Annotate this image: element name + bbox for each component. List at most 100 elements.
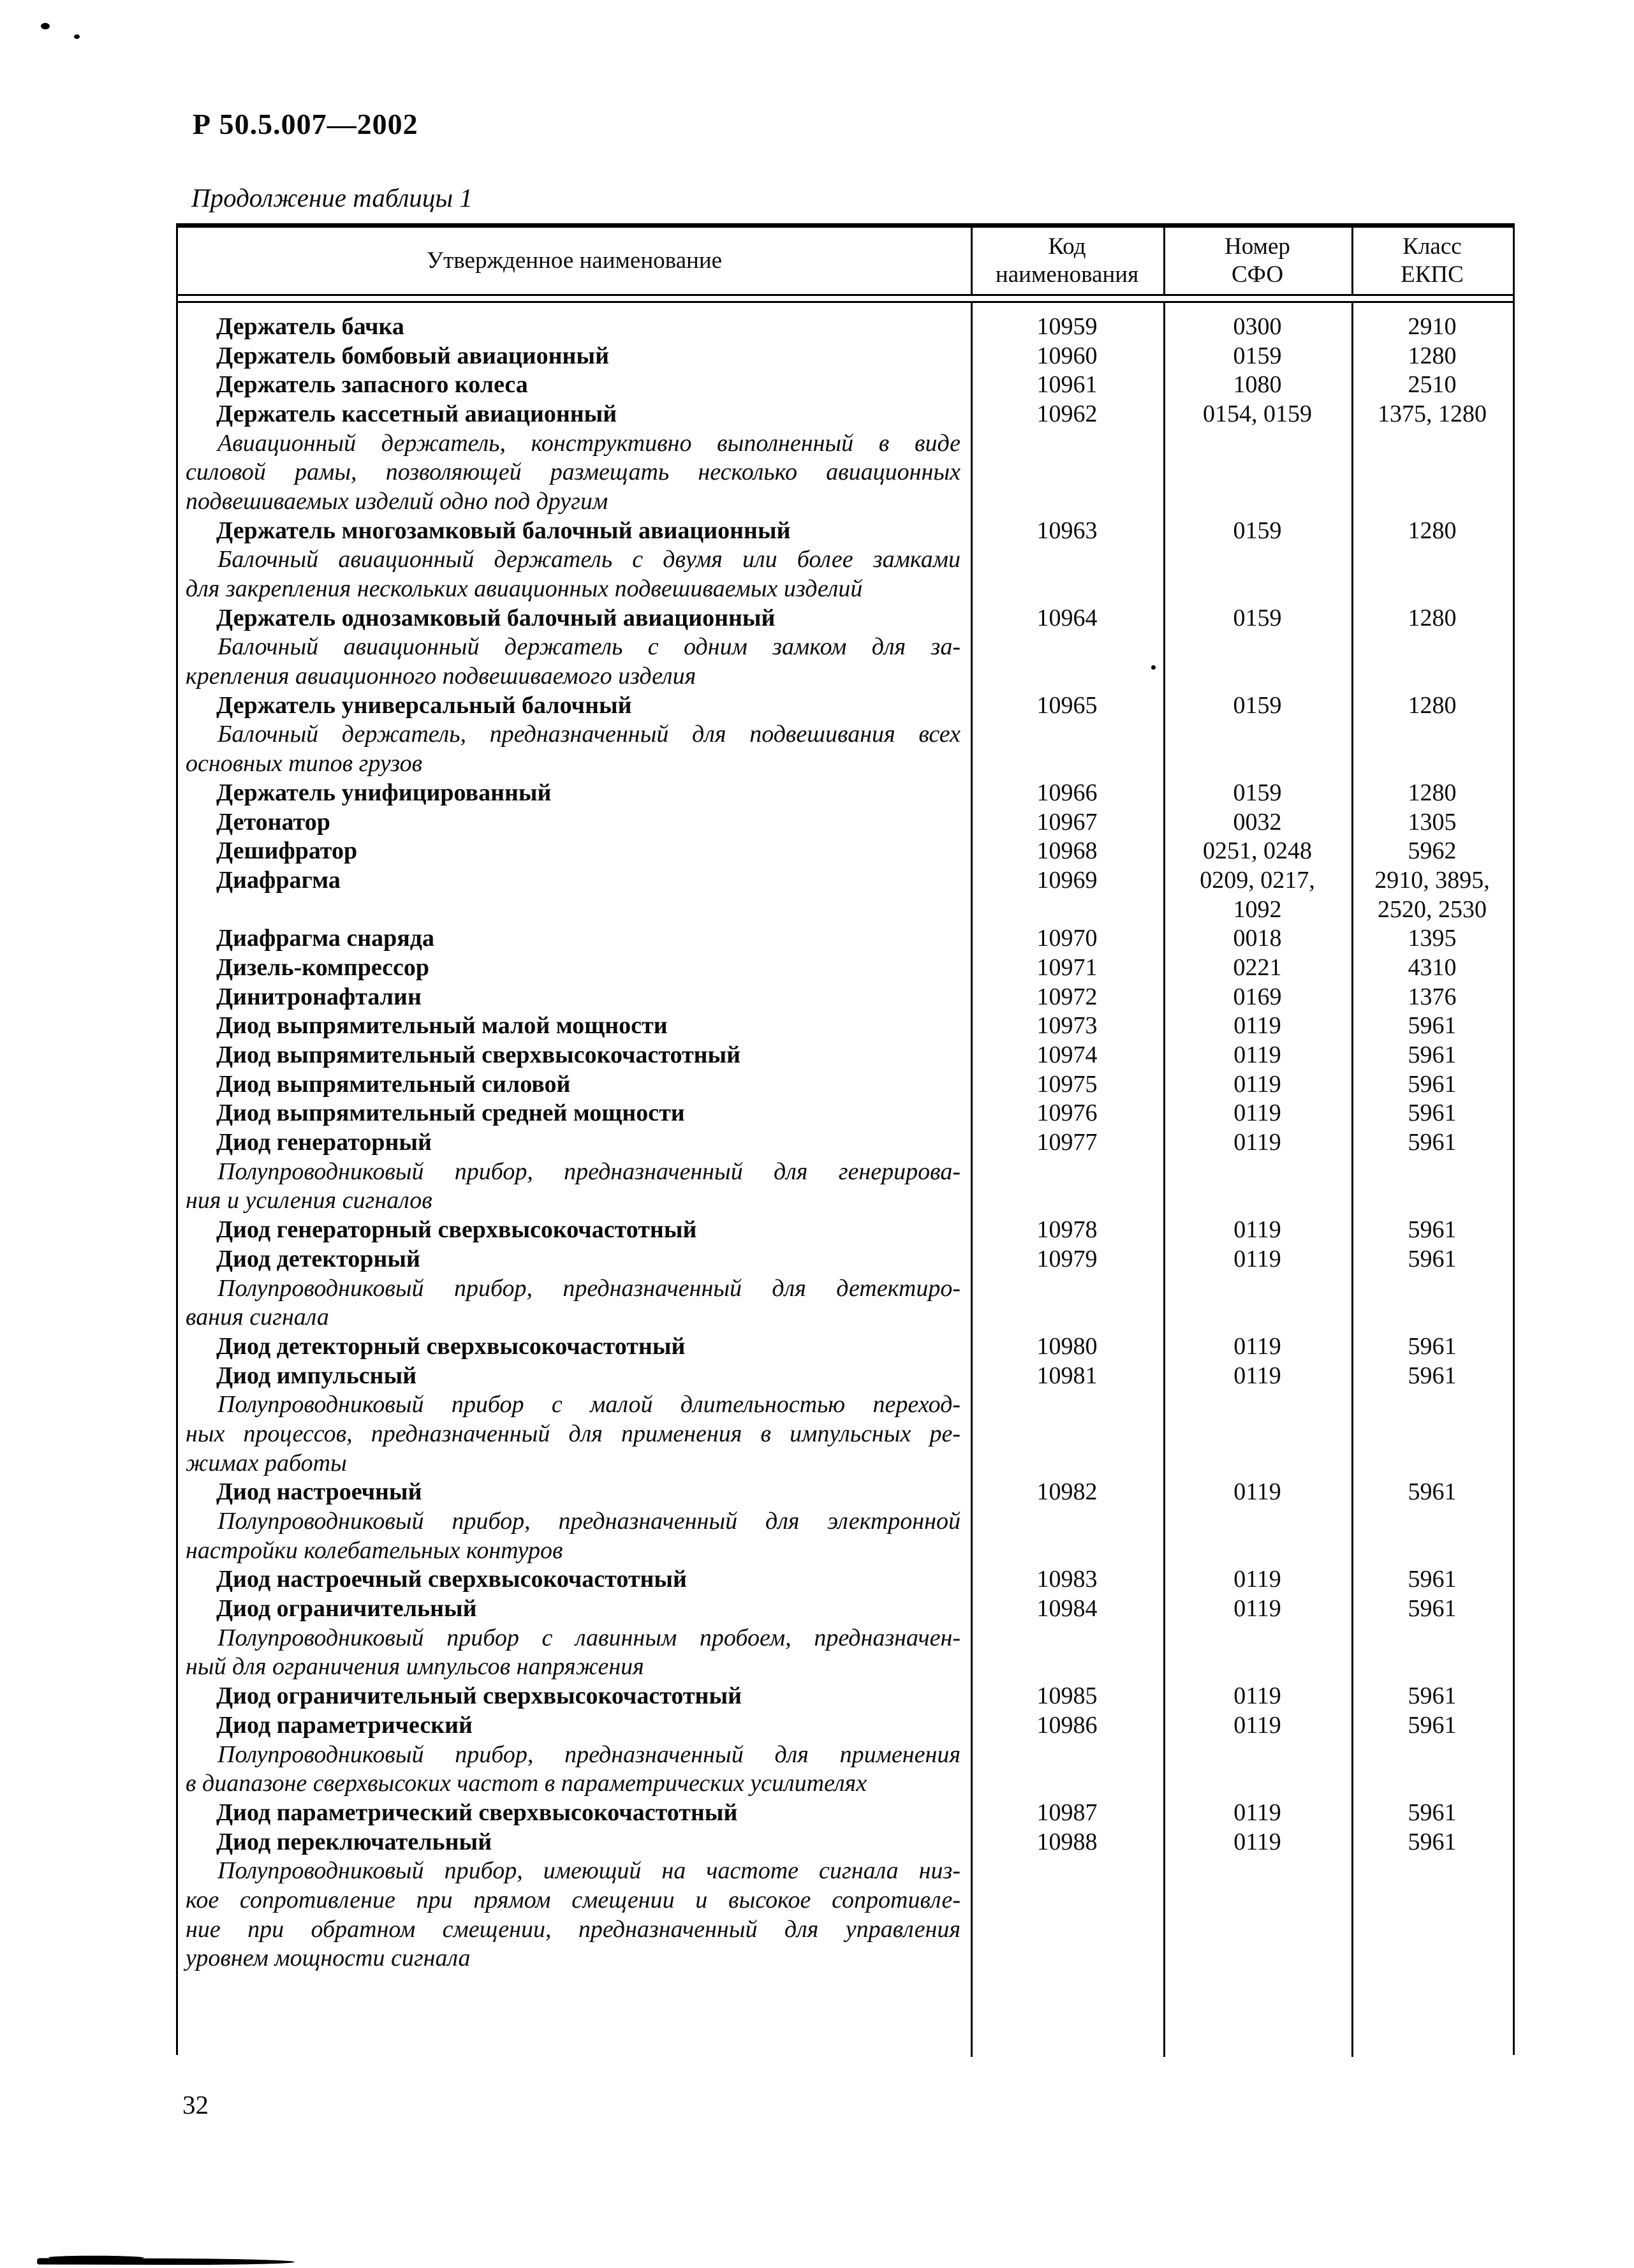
sfo-value: 0119 (1233, 1129, 1281, 1156)
definition-text: Полупроводниковый прибор с лавинным проб… (217, 1624, 961, 1651)
header-ekps-class: Класс ЕКПС (1401, 233, 1464, 288)
table-row: Держатель универсальный балочный 10965 015… (178, 691, 1513, 720)
ekps-value: 5961 (1408, 1332, 1457, 1360)
table-row: Диод настроечный сверхвысокочастотный 109… (178, 1565, 1513, 1594)
item-name: Дешифратор (216, 837, 358, 865)
column-divider (1351, 303, 1353, 2057)
item-name: Диод переключательный (216, 1828, 492, 1855)
scan-speck (1151, 665, 1156, 670)
definition-row: Балочный авиационный держатель с одним з… (178, 633, 1513, 662)
code-value: 10970 (1036, 925, 1098, 952)
item-name: Диод параметрический сверхвысокочастотны… (216, 1799, 738, 1826)
sfo-value: 0251, 0248 (1203, 837, 1312, 865)
code-value: 10981 (1036, 1362, 1098, 1389)
code-value: 10979 (1036, 1245, 1098, 1272)
code-value: 10969 (1036, 866, 1098, 894)
ekps-value: 2510 (1408, 371, 1457, 399)
sfo-value: 0159 (1233, 517, 1282, 544)
table-row: Дешифратор 10968 0251, 0248 5962 (178, 836, 1513, 865)
sfo-value: 0119 (1233, 1012, 1281, 1040)
item-name: Диод параметрический (216, 1711, 473, 1739)
sfo-value: 0119 (1233, 1566, 1281, 1593)
item-name: Диод ограничительный сверхвысокочастотны… (216, 1683, 742, 1710)
ekps-value: 1280 (1408, 342, 1457, 369)
code-value: 10963 (1036, 517, 1098, 544)
definition-row: ния и усиления сигналов (178, 1186, 1513, 1216)
sfo-value: 0119 (1233, 1799, 1281, 1826)
sfo-value: 0018 (1233, 925, 1282, 952)
ekps-value: 1280 (1408, 691, 1457, 719)
ekps-value: 2910 (1408, 313, 1457, 340)
table-row: Диод генераторный 10977 0119 5961 (178, 1128, 1513, 1157)
code-value: 10985 (1036, 1683, 1098, 1710)
definition-row: Полупроводниковый прибор, предназначенны… (178, 1157, 1513, 1186)
item-name: Диод генераторный (216, 1129, 432, 1156)
item-name: Диод выпрямительный средней мощности (216, 1100, 685, 1127)
code-value: 10959 (1036, 313, 1098, 340)
item-name: Динитронафталин (216, 983, 422, 1010)
ekps-value: 5961 (1408, 1828, 1457, 1855)
item-name: Держатель кассетный авиационный (216, 400, 617, 427)
definition-row: подвешиваемых изделий одно под другим (178, 487, 1513, 516)
sfo-value: 0119 (1233, 1216, 1281, 1244)
ekps-value: 5961 (1408, 1042, 1457, 1069)
sfo-value: 0119 (1233, 1683, 1281, 1710)
definition-text: уровнем мощности сигнала (186, 1945, 471, 1972)
table-row: Диод параметрический 10986 0119 5961 (178, 1711, 1513, 1740)
ekps-value: 5961 (1408, 1100, 1457, 1127)
definition-text: силовой рамы, позволяющей размещать неск… (186, 459, 961, 486)
table-header-row: Утвержденное наименование Код наименован… (178, 228, 1513, 294)
table-row: Диод переключательный 10988 0119 5961 (178, 1827, 1513, 1857)
column-divider (971, 228, 973, 294)
values-continuation-row: 1092 2520, 2530 (178, 895, 1513, 924)
table-row: Дизель-компрессор 10971 0221 4310 (178, 953, 1513, 982)
table-row: Детонатор 10967 0032 1305 (178, 807, 1513, 837)
item-name: Детонатор (216, 808, 330, 836)
definition-row: Полупроводниковый прибор, имеющий на час… (178, 1856, 1513, 1885)
definition-row: для закрепления нескольких авиационных п… (178, 574, 1513, 603)
ekps-value: 5961 (1408, 1478, 1457, 1506)
scan-artifact-streak (36, 2258, 295, 2265)
scan-speck (74, 34, 80, 39)
definition-text: Полупроводниковый прибор, предназначенны… (217, 1508, 961, 1535)
item-name: Диод выпрямительный сверхвысокочастотный (216, 1042, 741, 1069)
definition-row: Балочный держатель, предназначенный для … (178, 720, 1513, 749)
ekps-value: 5961 (1408, 1711, 1457, 1739)
definition-text: Полупроводниковый прибор, предназначенны… (217, 1158, 961, 1185)
item-name: Диафрагма (216, 866, 341, 894)
code-value: 10976 (1036, 1100, 1098, 1127)
ekps-value: 1305 (1408, 808, 1457, 836)
item-name: Диод ограничительный (216, 1595, 477, 1623)
code-value: 10980 (1036, 1332, 1098, 1360)
definition-text: Полупроводниковый прибор с малой длитель… (217, 1391, 961, 1418)
code-value: 10967 (1036, 808, 1098, 836)
table-caption: Продолжение таблицы 1 (191, 183, 473, 212)
sfo-value: 0119 (1233, 1595, 1281, 1623)
code-value: 10964 (1036, 604, 1098, 631)
code-value: 10962 (1036, 400, 1098, 427)
table-row: Диод параметрический сверхвысокочастотны… (178, 1798, 1513, 1827)
code-value: 10983 (1036, 1566, 1098, 1593)
scan-speck (41, 23, 50, 29)
ekps-value: 1280 (1408, 604, 1457, 631)
definition-row: жимах работы (178, 1448, 1513, 1478)
code-value: 10973 (1036, 1012, 1098, 1040)
code-value: 10974 (1036, 1042, 1098, 1069)
definition-row: настройки колебательных контуров (178, 1536, 1513, 1565)
page-number: 32 (182, 2090, 209, 2119)
definition-text: Балочный авиационный держатель с одним з… (217, 633, 961, 661)
definition-text: Полупроводниковый прибор, предназначенны… (217, 1274, 961, 1302)
item-name: Диод выпрямительный малой мощности (216, 1012, 668, 1040)
ekps-value: 5961 (1408, 1070, 1457, 1098)
table-row: Держатель унифицированный 10966 0159 1280 (178, 778, 1513, 807)
definition-row: Полупроводниковый прибор с малой длитель… (178, 1390, 1513, 1419)
column-divider (1163, 228, 1165, 294)
item-name: Держатель однозамковый балочный авиацион… (216, 604, 776, 631)
sfo-value: 0119 (1233, 1828, 1281, 1855)
ekps-value: 5961 (1408, 1566, 1457, 1593)
ekps-value: 5961 (1408, 1595, 1457, 1623)
table-row: Диод выпрямительный малой мощности 10973 0… (178, 1012, 1513, 1041)
code-value: 10965 (1036, 691, 1098, 719)
sfo-value: 0159 (1233, 604, 1282, 631)
definition-text: ных процессов, предназначенный для приме… (186, 1420, 961, 1447)
